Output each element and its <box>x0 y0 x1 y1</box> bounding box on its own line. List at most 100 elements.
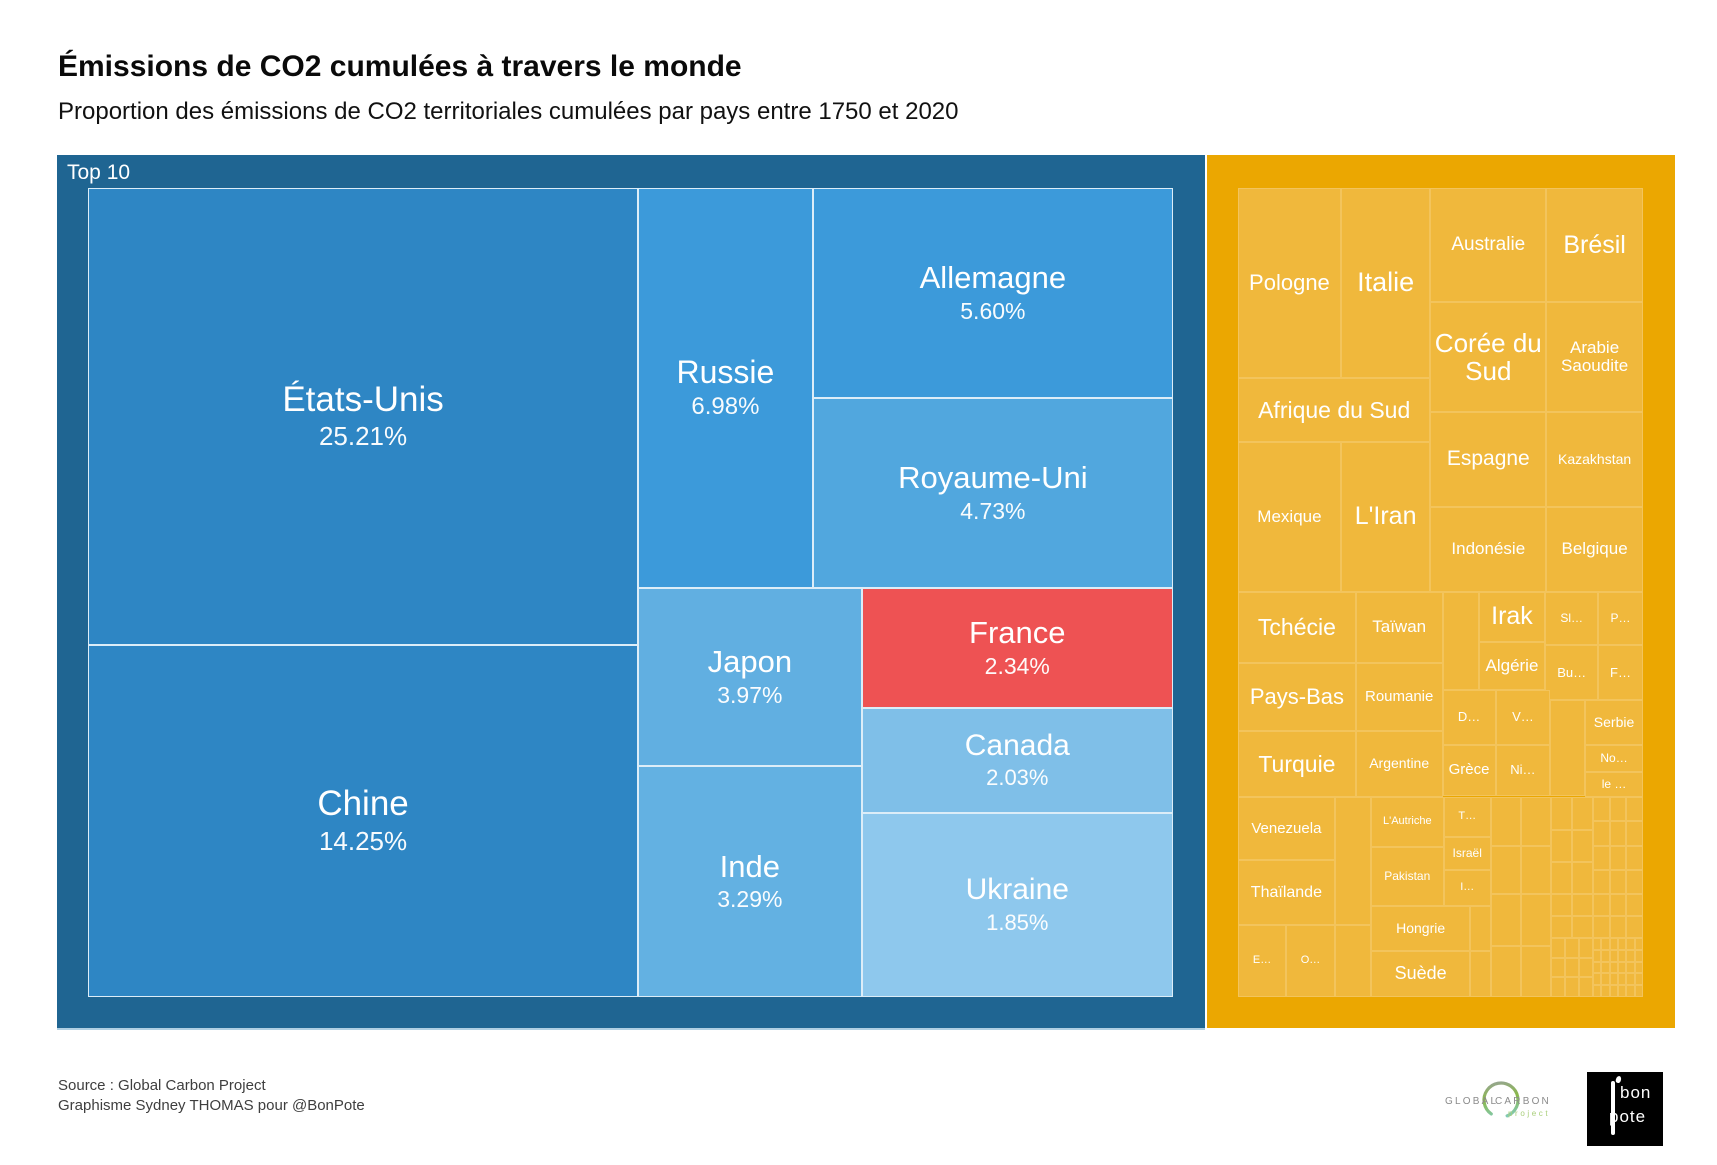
tile-unlabeled <box>1592 949 1602 962</box>
tile-coree-du-sud: Corée du Sud <box>1430 302 1547 413</box>
tile-label: Hongrie <box>1396 919 1446 936</box>
global-carbon-project-logo: GLOBAL CARBON project <box>1445 1078 1557 1126</box>
tile-unlabeled <box>1617 985 1627 997</box>
tile-l-iran: L'Iran <box>1340 442 1431 592</box>
tile-turquie: Turquie <box>1238 730 1356 798</box>
tile-label: Chine <box>317 784 409 824</box>
tile-taiwan: Taïwan <box>1355 591 1443 663</box>
tile-suede: Suède <box>1370 950 1471 997</box>
tile-hongrie: Hongrie <box>1370 905 1471 951</box>
tile-allemagne: Allemagne 5.60% <box>812 188 1173 399</box>
tile-unlabeled <box>1592 916 1610 938</box>
tile-label: Argentine <box>1369 755 1430 772</box>
tile-label: Arabie Saoudite <box>1561 337 1629 376</box>
tile-unlabeled <box>1634 949 1643 962</box>
footer: Source : Global Carbon Project Graphisme… <box>58 1076 365 1116</box>
tile-ukraine: Ukraine 1.85% <box>861 813 1173 997</box>
tile-label: Venezuela <box>1251 819 1322 837</box>
tile-t-tronque: T… <box>1443 797 1491 837</box>
tile-unlabeled <box>1626 985 1635 997</box>
gcp-circle-icon: GLOBAL CARBON project <box>1445 1081 1549 1119</box>
tile-label: Pologne <box>1249 270 1330 296</box>
tile-bresil: Brésil <box>1546 188 1643 303</box>
tile-unlabeled <box>1564 937 1579 958</box>
tile-algerie: Algérie <box>1478 641 1546 690</box>
tile-unlabeled <box>1442 591 1479 690</box>
tile-argentine: Argentine <box>1355 730 1443 798</box>
tile-unlabeled <box>1571 861 1593 895</box>
tile-unlabeled <box>1550 957 1565 978</box>
tile-unlabeled <box>1592 973 1602 986</box>
tile-unlabeled <box>1490 894 1521 946</box>
tile-label: Espagne <box>1446 447 1530 471</box>
tile-unlabeled <box>1592 894 1610 917</box>
tile-irak: Irak <box>1478 591 1546 642</box>
tile-ni-tronque: Ni… <box>1495 744 1551 797</box>
tile-label: Afrique du Sud <box>1258 396 1411 423</box>
tile-unlabeled <box>1470 905 1491 951</box>
tile-unlabeled <box>1490 797 1521 846</box>
tile-unlabeled <box>1592 985 1602 997</box>
tile-unlabeled <box>1334 924 1371 997</box>
tile-label: le … <box>1601 777 1627 792</box>
tile-unlabeled <box>1634 973 1643 986</box>
tile-label: Suède <box>1394 963 1447 984</box>
tile-unlabeled <box>1609 985 1618 997</box>
tile-value: 3.29% <box>717 886 783 913</box>
tile-label: I… <box>1460 880 1475 893</box>
tile-label: Thaïlande <box>1250 883 1322 901</box>
tile-unlabeled <box>1571 829 1593 862</box>
tile-label: Belgique <box>1561 539 1628 559</box>
tile-thailande: Thaïlande <box>1238 860 1335 925</box>
tile-france: France 2.34% <box>861 587 1173 709</box>
top10-group-label: Top 10 <box>67 161 131 184</box>
bonpote-text-bon: bon <box>1620 1083 1652 1102</box>
tile-unlabeled <box>1601 985 1610 997</box>
tile-unlabeled <box>1592 821 1610 846</box>
tile-unlabeled <box>1520 845 1551 895</box>
tile-kazakhstan: Kazakhstan <box>1546 412 1643 507</box>
tile-unlabeled <box>1626 797 1643 822</box>
tile-arabie-saoudite: Arabie Saoudite <box>1546 302 1643 413</box>
tile-royaume-uni: Royaume-Uni 4.73% <box>812 398 1173 588</box>
tile-value: 5.60% <box>960 297 1026 324</box>
tile-unlabeled <box>1626 949 1635 962</box>
tile-unlabeled <box>1334 797 1371 925</box>
tile-label: Kazakhstan <box>1558 450 1632 467</box>
bonpote-text-pote: pote <box>1609 1107 1647 1126</box>
tile-roumanie: Roumanie <box>1355 662 1443 731</box>
tile-label: Allemagne <box>919 260 1067 296</box>
tile-unlabeled <box>1550 977 1565 997</box>
tile-unlabeled <box>1550 829 1572 862</box>
tile-tchecie: Tchécie <box>1238 591 1356 663</box>
tile-inde: Inde 3.29% <box>638 766 862 997</box>
tile-unlabeled <box>1550 861 1572 895</box>
tile-unlabeled <box>1634 961 1643 974</box>
tile-unlabeled <box>1617 937 1627 950</box>
tile-unlabeled <box>1520 797 1551 846</box>
tile-etats-unis: États-Unis 25.21% <box>88 188 639 646</box>
tile-p-tronque: P… <box>1598 591 1643 646</box>
tile-unlabeled <box>1564 977 1579 997</box>
footer-source: Source : Global Carbon Project <box>58 1077 266 1094</box>
tile-unlabeled <box>1609 916 1627 938</box>
tile-unlabeled <box>1626 869 1643 895</box>
tile-israel: Israël <box>1443 836 1491 870</box>
tile-unlabeled <box>1634 985 1643 997</box>
bonpote-logo: bon pote <box>1587 1072 1663 1146</box>
tile-label: Israël <box>1452 845 1482 860</box>
tile-indonesie: Indonésie <box>1430 506 1547 592</box>
tile-d-tronque: D… <box>1442 689 1496 745</box>
tile-espagne: Espagne <box>1430 412 1547 507</box>
footer-credit: Graphisme Sydney THOMAS pour @BonPote <box>58 1097 365 1114</box>
tile-label: Italie <box>1357 267 1415 298</box>
tile-unlabeled <box>1571 797 1593 830</box>
top10-tiles: États-Unis 25.21% Chine 14.25% Russie 6.98% Al… <box>88 188 1173 997</box>
tile-label: Roumanie <box>1364 687 1434 705</box>
tile-label: Taïwan <box>1372 617 1427 637</box>
tile-unlabeled <box>1609 949 1618 962</box>
tile-unlabeled <box>1609 797 1627 822</box>
tile-label: Japon <box>707 644 793 680</box>
tile-label: O… <box>1300 954 1321 967</box>
